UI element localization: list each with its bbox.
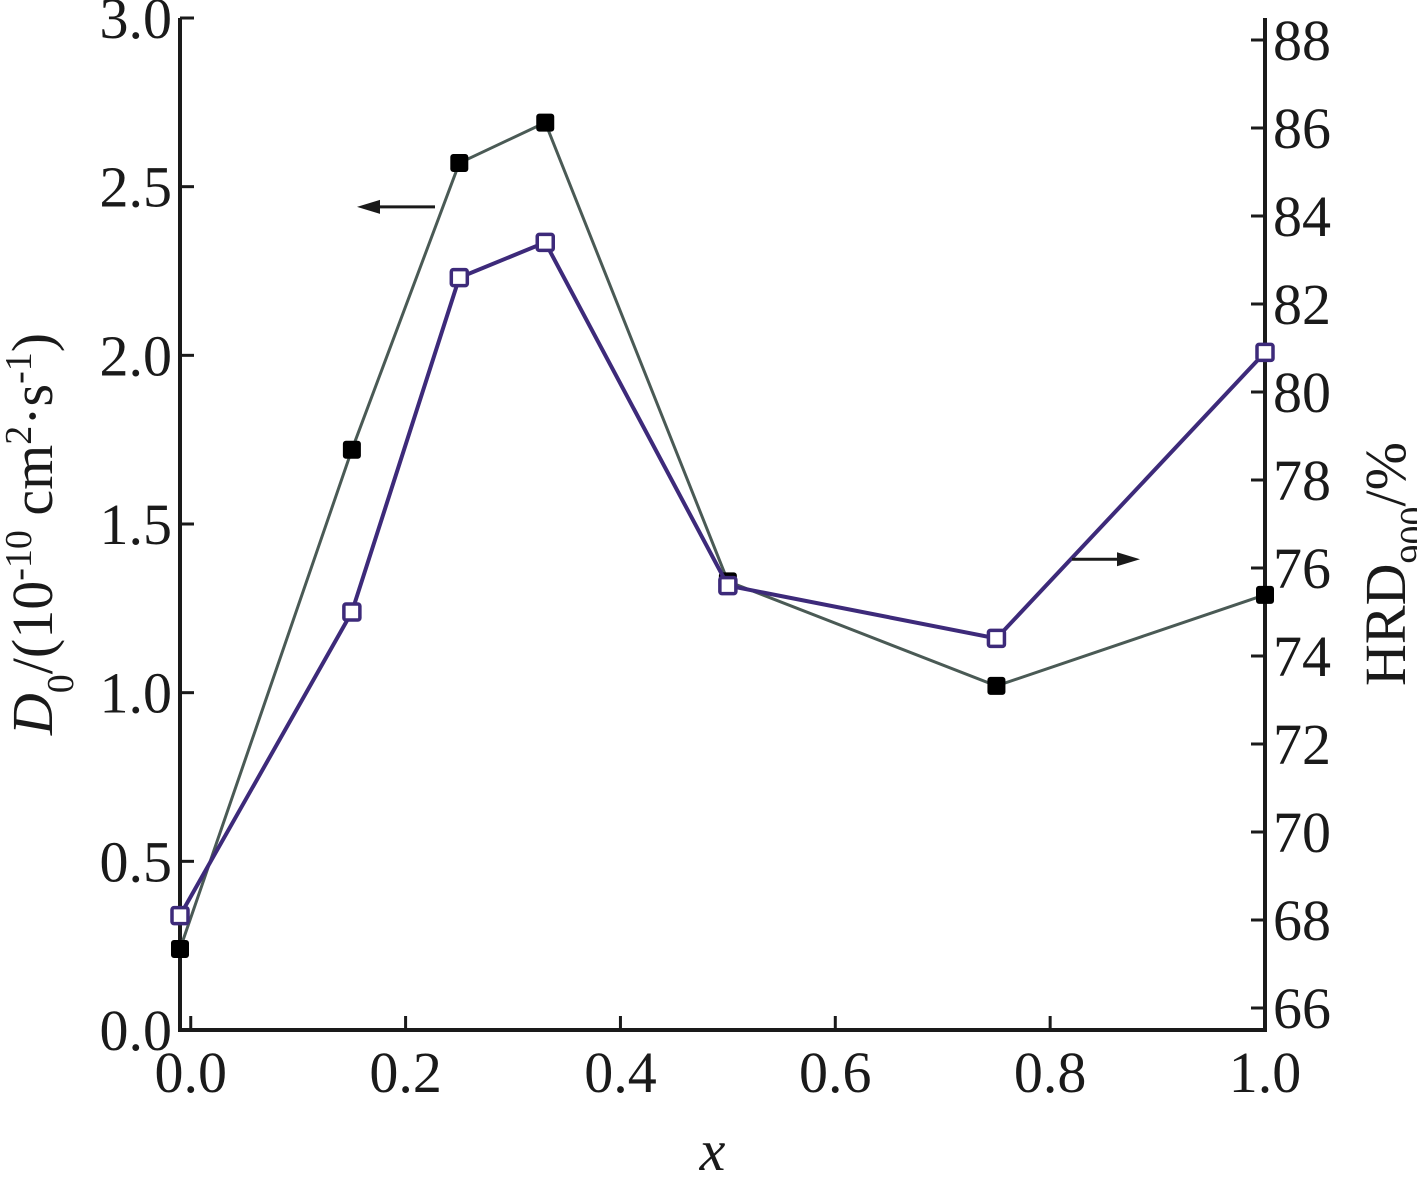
left-series-point (171, 940, 189, 959)
right-series-point (342, 602, 362, 622)
right-series-point (170, 905, 190, 926)
left-y-tick-label: 1.0 (100, 661, 173, 726)
right-y-tick-label: 78 (1273, 448, 1331, 513)
right-series-point (449, 267, 470, 288)
right-y-tick-label: 84 (1273, 184, 1331, 249)
x-axis-title: x (699, 1118, 726, 1181)
left-y-tick-label: 0.0 (100, 998, 173, 1063)
left-series-point (1256, 585, 1274, 604)
x-tick-label: 1.0 (1229, 1040, 1302, 1105)
left-series-point (342, 440, 361, 459)
left-series-point (450, 154, 469, 173)
labels: x D0/(10-10 cm2·s-1) HRD900/% (0, 333, 1417, 1181)
right-y-tick-label: 70 (1273, 800, 1331, 865)
left-y-tick-label: 3.0 (100, 0, 173, 51)
right-y-tick-label: 74 (1273, 624, 1331, 689)
right-series-point (986, 628, 1007, 649)
left-y-tick-label: 2.5 (100, 155, 173, 220)
right-arrow-head (1117, 552, 1140, 567)
right-y-axis-title: HRD900/% (1353, 442, 1417, 686)
left-y-tick-label: 1.5 (100, 492, 173, 557)
right-y-tick-label: 88 (1273, 8, 1331, 73)
right-series-point (535, 232, 555, 253)
annotations (357, 199, 1140, 567)
left-series-point (536, 113, 555, 132)
right-y-tick-label: 80 (1273, 360, 1331, 425)
left-y-tick-label: 0.5 (100, 829, 173, 894)
right-series-point (1255, 342, 1275, 363)
left-y-tick-label: 2.0 (100, 323, 173, 388)
right-y-tick-label: 66 (1273, 976, 1331, 1041)
right-y-tick-label: 72 (1273, 712, 1331, 777)
x-tick-label: 0.8 (1014, 1040, 1087, 1105)
x-tick-label: 0.0 (154, 1040, 227, 1105)
left-series-point (987, 676, 1006, 695)
left-series-line (178, 120, 1266, 950)
left-y-axis-title: D0/(10-10 cm2·s-1) (0, 333, 82, 736)
right-y-tick-label: 82 (1273, 272, 1331, 337)
left-arrow-head (357, 199, 380, 214)
x-tick-label: 0.4 (584, 1040, 657, 1105)
x-tick-label: 0.2 (369, 1040, 442, 1105)
right-series-point (718, 575, 738, 596)
right-y-tick-label: 76 (1273, 536, 1331, 601)
axes: 0.0 0.2 0.4 0.6 0.8 1.0 0.0 0.5 1.0 1.5 2.0 2.5 3.0 6… (100, 0, 1332, 1105)
right-y-tick-label: 68 (1273, 888, 1331, 953)
x-tick-label: 0.6 (799, 1040, 872, 1105)
series-layer (170, 113, 1275, 959)
right-y-tick-label: 86 (1273, 96, 1331, 161)
